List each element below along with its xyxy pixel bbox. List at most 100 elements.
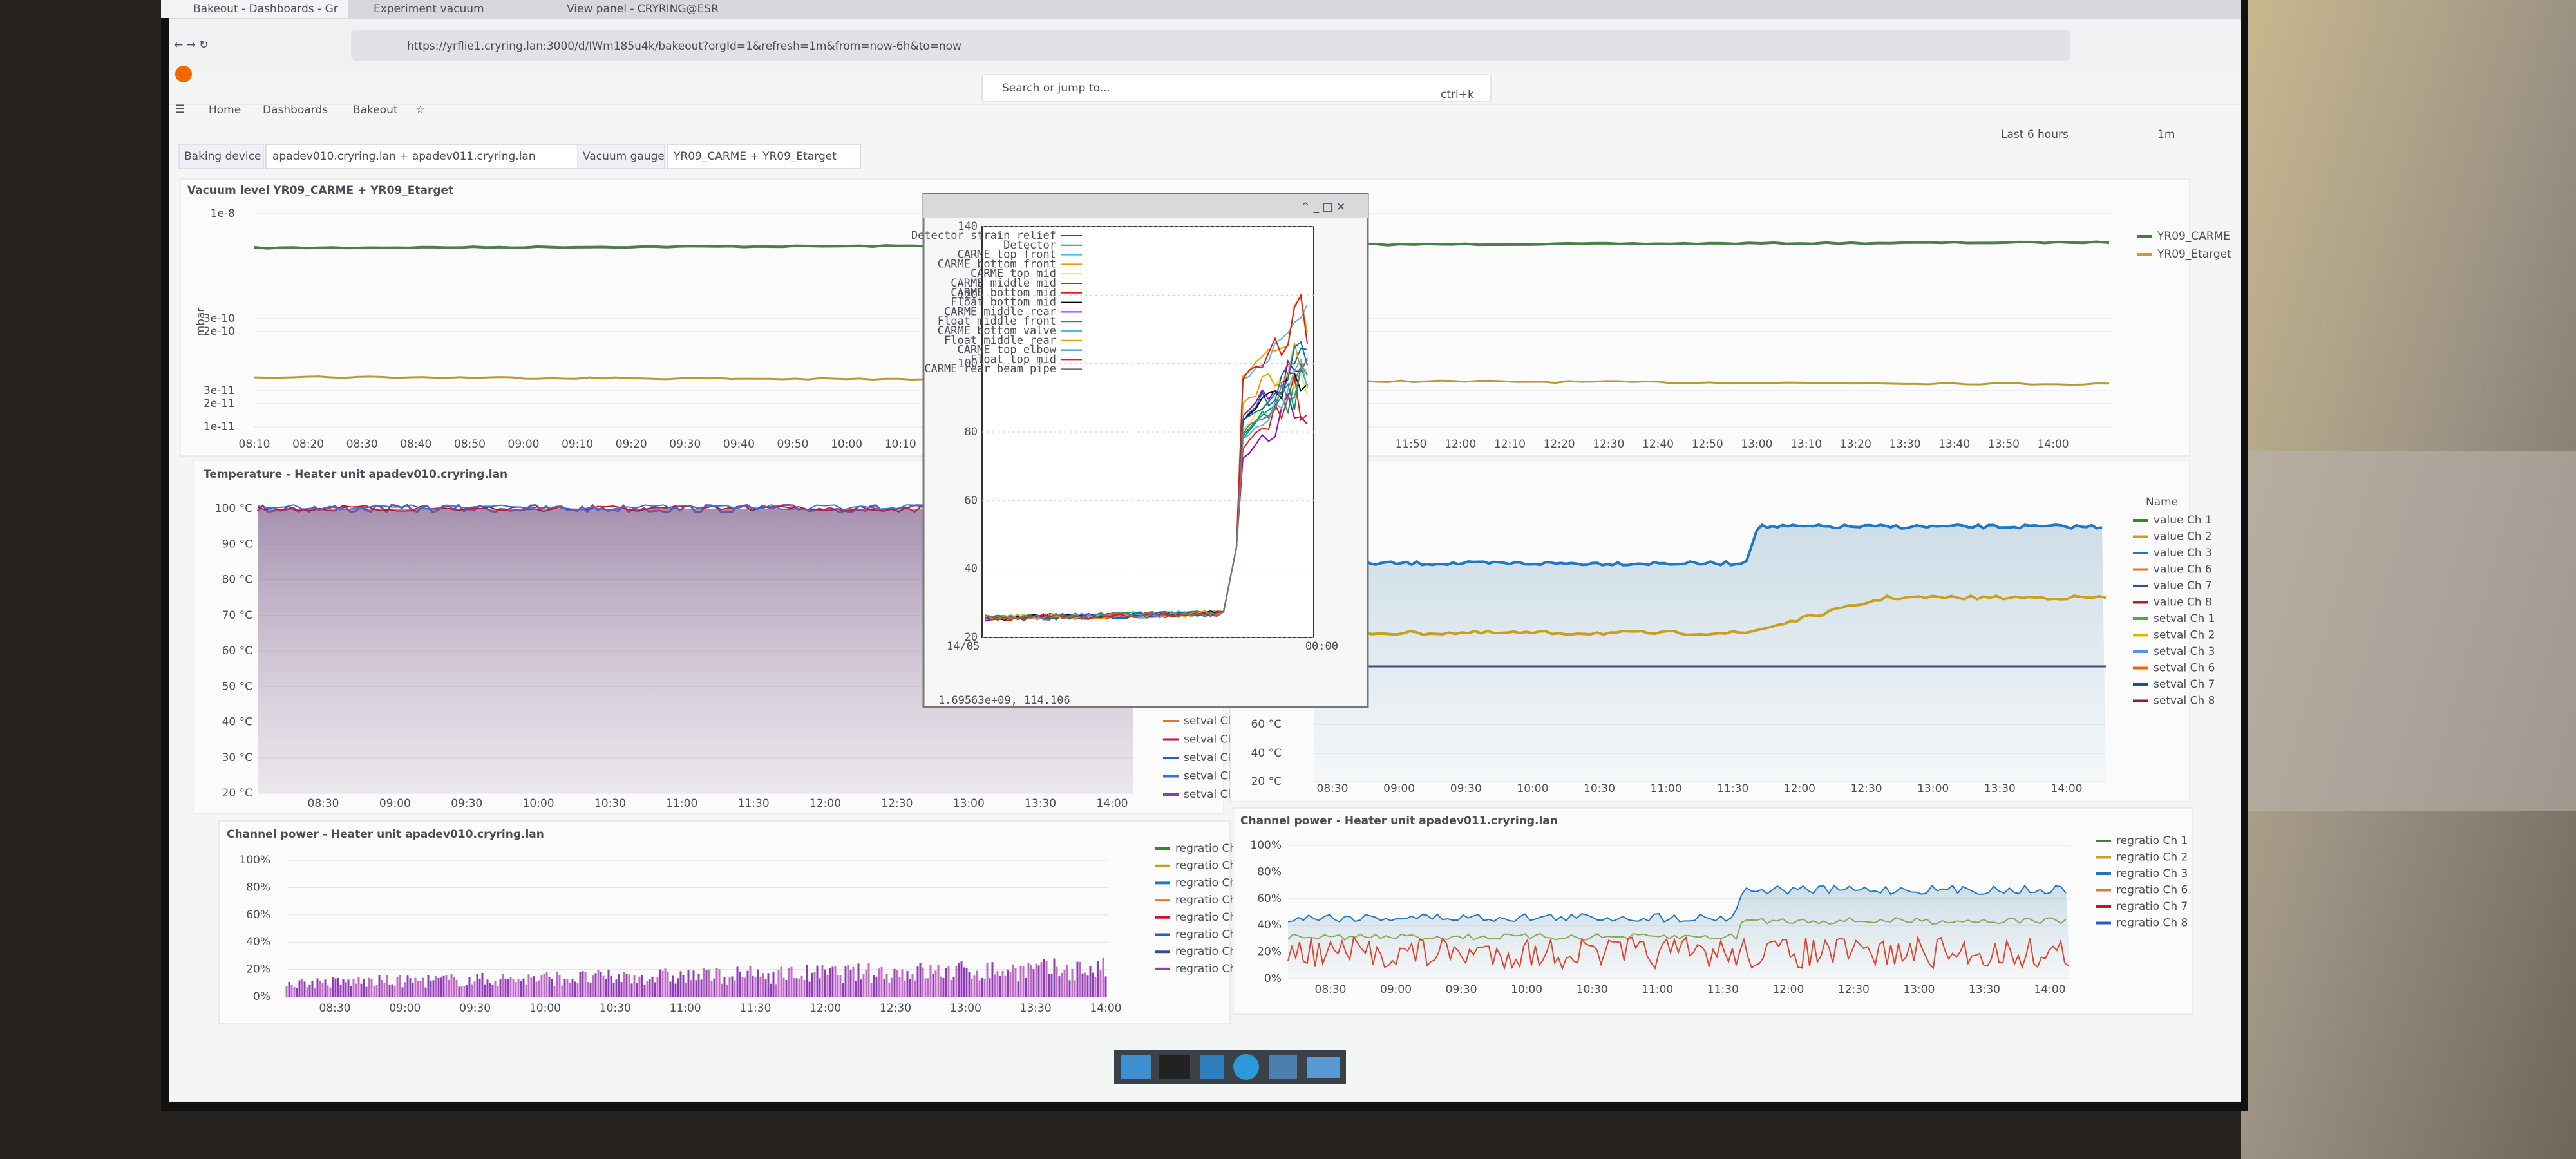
star-button[interactable]: ☆ — [415, 104, 425, 117]
x-tick-label: 09:40 — [723, 438, 755, 451]
y-tick-label: 100 — [958, 357, 978, 370]
taskbar-icon[interactable] — [1200, 1055, 1224, 1079]
legend-item[interactable]: regratio Ch 2 — [1175, 860, 1247, 872]
series-line — [1313, 594, 2107, 636]
y-tick-label: 3e-10 — [204, 312, 235, 325]
variable-select[interactable] — [667, 144, 861, 169]
y-tick-label: 140 — [958, 220, 978, 233]
legend-item[interactable]: setval Ch 8 — [2154, 695, 2215, 708]
legend-item[interactable]: value Ch 2 — [2154, 531, 2212, 543]
legend-item[interactable]: setval Ch 1 — [2154, 612, 2215, 625]
y-tick-label: 80 °C — [222, 574, 252, 587]
refresh-interval[interactable]: 1m — [2157, 128, 2175, 141]
x-tick-label: 09:10 — [562, 438, 593, 451]
x-tick-label: 10:10 — [885, 438, 916, 451]
breadcrumb[interactable]: Dashboards — [263, 104, 328, 117]
legend-item[interactable]: regratio Ch 7 — [1175, 945, 1247, 958]
x-tick-label: 12:40 — [1642, 438, 1674, 451]
legend-item: CARME bottom mid — [951, 287, 1056, 299]
legend-item[interactable]: setval Ch 3 — [2154, 645, 2215, 658]
y-tick-label: 60% — [1257, 892, 1282, 905]
legend-item[interactable]: regratio Ch 6 — [2116, 884, 2188, 897]
legend-item[interactable]: regratio Ch 1 — [2116, 834, 2188, 847]
y-tick-label: 1e-11 — [204, 420, 235, 433]
legend-item[interactable]: setval Ch 7 — [2154, 678, 2215, 691]
x-tick-label: 13:30 — [1969, 983, 2000, 996]
legend-item[interactable]: regratio Ch 8 — [1175, 963, 1247, 975]
x-tick-label: 12:30 — [1851, 782, 1882, 795]
x-tick-label: 08:30 — [308, 797, 339, 810]
breadcrumb[interactable]: Home — [209, 104, 241, 117]
legend-item[interactable]: regratio Ch 3 — [1175, 876, 1247, 889]
x-tick-label: 08:30 — [1317, 782, 1349, 795]
url[interactable]: https://yrflie1.cryring.lan:3000/d/IWm18… — [407, 40, 961, 53]
taskbar-icon[interactable] — [1121, 1055, 1151, 1079]
x-tick-label: 14:00 — [1090, 1002, 1122, 1015]
breadcrumb[interactable]: Bakeout — [353, 104, 398, 117]
taskbar-icon[interactable] — [1307, 1057, 1340, 1078]
legend-item[interactable]: value Ch 8 — [2154, 596, 2212, 609]
x-tick-label: 13:40 — [1938, 438, 1970, 451]
x-tick-label: 13:20 — [1840, 438, 1871, 451]
legend-item[interactable]: setval Ch 2 — [2154, 629, 2215, 642]
x-tick-label: 10:00 — [523, 797, 554, 810]
legend-item[interactable]: value Ch 7 — [2154, 580, 2212, 592]
legend-item[interactable]: regratio Ch 7 — [2116, 900, 2188, 913]
x-tick-label: 09:00 — [1383, 782, 1415, 795]
status-bar: 1.69563e+09, 114.106 — [938, 694, 1070, 707]
x-tick-label: 11:30 — [1717, 782, 1748, 795]
x-tick-label: 12:00 — [1772, 983, 1804, 996]
taskbar-icon[interactable] — [1269, 1055, 1297, 1079]
browser-tab[interactable]: Experiment vacuum — [374, 3, 484, 15]
legend-item[interactable]: YR09_Etarget — [2157, 248, 2231, 261]
x-tick-label: 12:00 — [810, 797, 841, 810]
legend-item[interactable]: setval Ch 6 — [2154, 662, 2215, 675]
legend-item[interactable]: regratio Ch 6 — [1175, 928, 1247, 941]
search-box[interactable] — [981, 74, 1492, 102]
x-tick-label: 13:30 — [1025, 797, 1056, 810]
variable-value[interactable]: apadev010.cryring.lan + apadev011.cryrin… — [272, 150, 536, 163]
legend-item[interactable]: regratio Ch 4 — [1175, 894, 1247, 907]
x-tick-label: 12:30 — [1593, 438, 1624, 451]
legend-item[interactable]: regratio Ch 8 — [2116, 917, 2188, 930]
y-tick-label: 30 °C — [222, 751, 252, 764]
panel-title: Channel power - Heater unit apadev011.cr… — [1240, 815, 1558, 827]
x-tick-label: 13:30 — [1984, 782, 2016, 795]
legend-item[interactable]: value Ch 1 — [2154, 514, 2212, 527]
taskbar-icon[interactable] — [1159, 1055, 1190, 1079]
x-tick-label: 10:30 — [594, 797, 626, 810]
taskbar-icon[interactable] — [1233, 1054, 1259, 1080]
legend-item[interactable]: regratio Ch 3 — [2116, 867, 2188, 880]
x-tick-label: 09:30 — [669, 438, 701, 451]
legend-item: CARME middle rear — [944, 305, 1056, 318]
url-bar[interactable] — [351, 30, 2070, 61]
legend-item[interactable]: value Ch 6 — [2154, 563, 2212, 576]
legend-item[interactable]: regratio Ch 5 — [1175, 911, 1247, 924]
x-tick-label: 08:20 — [292, 438, 324, 451]
active-tab[interactable] — [161, 0, 348, 18]
search-placeholder[interactable]: Search or jump to... — [1002, 82, 1110, 95]
browser-tab[interactable]: Bakeout - Dashboards - Gr — [193, 3, 338, 15]
legend-item[interactable]: value Ch 3 — [2154, 547, 2212, 560]
legend-item[interactable]: YR09_CARME — [2157, 230, 2230, 243]
legend-item[interactable]: regratio Ch 1 — [1175, 842, 1247, 855]
time-range[interactable]: Last 6 hours — [2001, 128, 2069, 141]
x-tick-label: 09:00 — [389, 1002, 421, 1015]
variable-value[interactable]: YR09_CARME + YR09_Etarget — [673, 150, 837, 163]
legend-item: Float middle rear — [944, 334, 1056, 347]
series-line — [1313, 523, 2103, 567]
y-tick-label: 120 — [958, 288, 978, 301]
x-tick-label: 08:50 — [454, 438, 486, 451]
window-controls[interactable]: ^ _ □ ✕ — [1301, 201, 1345, 214]
browser-tab[interactable]: View panel - CRYRING@ESR — [567, 3, 719, 15]
legend-item[interactable]: regratio Ch 2 — [2116, 851, 2188, 864]
x-tick-label: 11:00 — [1642, 983, 1673, 996]
x-tick-label: 14:00 — [2038, 438, 2069, 451]
y-tick-label: 20% — [246, 963, 270, 976]
menu-button[interactable]: ☰ — [175, 103, 185, 116]
grafana-logo[interactable] — [175, 66, 192, 82]
legend-item: CARME rear beam pipe — [924, 363, 1056, 375]
back-button[interactable]: ← → ↻ — [174, 39, 209, 52]
